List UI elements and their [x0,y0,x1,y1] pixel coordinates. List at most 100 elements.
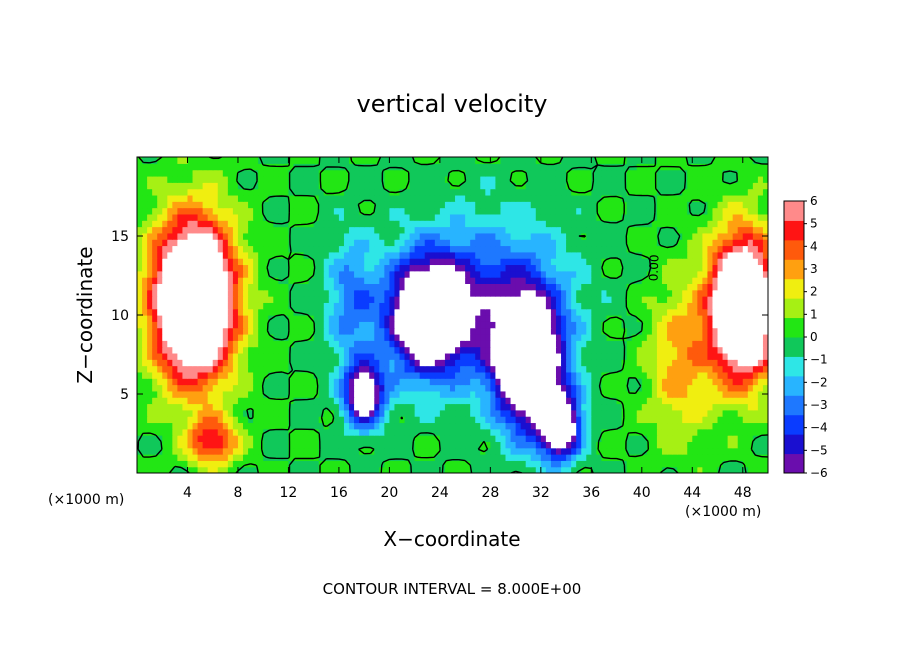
field-cell [434,378,441,386]
field-cell [490,270,497,278]
field-cell [525,397,532,405]
field-cell [197,220,204,228]
field-cell [510,226,517,234]
field-cell [530,447,537,455]
field-cell [212,220,219,228]
field-cell [707,390,714,398]
field-cell [369,315,375,322]
field-cell [278,315,284,322]
field-cell [328,226,335,234]
field-cell [525,346,532,354]
field-cell [752,251,759,259]
field-cell [747,277,754,284]
field-cell [152,466,158,473]
field-cell [374,321,380,329]
field-cell [187,239,194,247]
field-cell [283,333,290,341]
field-cell [566,409,572,417]
field-cell [752,390,759,398]
field-cell [207,422,214,430]
field-cell [212,270,219,278]
field-cell [520,226,527,234]
field-cell [727,289,734,297]
field-cell [717,441,724,449]
field-cell [283,371,290,379]
field-cell [687,435,693,442]
field-cell [268,384,274,392]
field-cell [232,447,239,455]
field-cell [227,390,234,398]
field-cell [697,441,703,449]
field-cell [465,371,471,379]
field-cell [333,352,340,360]
field-cell [697,409,703,417]
field-cell [177,384,184,392]
field-cell [303,454,310,461]
field-cell [152,416,158,424]
field-cell [480,403,486,411]
field-cell [253,270,259,278]
field-cell [757,251,764,259]
field-cell [636,390,643,398]
field-cell [404,315,411,322]
field-cell [237,220,244,228]
field-cell [485,251,491,259]
field-cell [359,397,365,405]
field-cell [187,232,194,240]
field-cell [631,416,638,424]
field-cell [727,397,734,405]
field-cell [626,239,633,247]
field-cell [162,321,168,329]
field-cell [525,359,532,367]
field-cell [661,296,668,303]
field-cell [465,270,471,278]
field-cell [616,245,623,253]
field-cell [470,365,476,373]
field-cell [460,359,466,367]
field-cell [490,441,497,449]
field-cell [197,283,204,291]
field-cell [157,454,163,461]
field-cell [495,454,502,461]
field-cell [646,283,653,291]
field-cell [142,447,148,455]
field-cell [646,239,653,247]
field-cell [404,258,411,266]
field-cell [550,289,557,297]
field-cell [182,308,189,316]
field-cell [379,289,385,297]
field-cell [561,277,567,284]
field-cell [606,283,613,291]
field-cell [505,466,512,473]
field-cell [389,251,396,259]
field-cell [566,258,572,266]
field-cell [359,264,365,272]
field-cell [616,359,623,367]
field-cell [687,258,693,266]
field-cell [258,296,264,303]
field-cell [651,251,658,259]
field-cell [687,264,693,272]
field-cell [697,340,703,348]
field-cell [379,251,385,259]
field-cell [349,365,355,373]
field-cell [485,371,491,379]
field-cell [227,277,234,284]
field-cell [152,264,158,272]
field-cell [434,270,441,278]
field-cell [687,296,693,303]
field-cell [258,333,264,341]
field-cell [253,378,259,386]
field-cell [419,270,426,278]
field-cell [384,289,390,297]
field-cell [253,466,259,473]
field-cell [717,220,724,228]
field-cell [354,397,360,405]
field-cell [682,384,688,392]
field-cell [601,441,608,449]
field-cell [707,466,714,473]
field-cell [631,403,638,411]
field-cell [429,390,436,398]
field-cell [591,302,597,310]
field-cell [505,226,512,234]
